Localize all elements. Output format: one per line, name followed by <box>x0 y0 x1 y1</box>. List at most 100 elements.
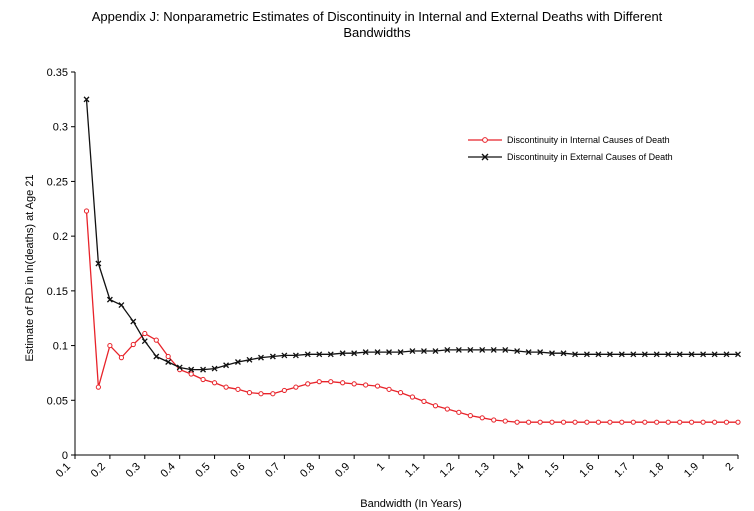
data-point <box>630 351 637 358</box>
data-point <box>618 351 625 358</box>
y-tick-label: 0.25 <box>47 176 68 188</box>
x-tick-label: 1.7 <box>612 461 631 480</box>
y-tick-label: 0.05 <box>47 395 68 407</box>
data-point <box>642 419 648 425</box>
x-tick-label: 1.6 <box>577 461 596 480</box>
data-point <box>467 413 473 419</box>
data-point <box>537 419 543 425</box>
data-point <box>153 337 159 343</box>
data-point <box>526 419 532 425</box>
data-point <box>444 346 451 353</box>
data-point <box>106 296 113 303</box>
series-layer <box>83 96 741 425</box>
y-axis-label: Estimate of RD in ln(deaths) at Age 21 <box>24 174 36 361</box>
data-point <box>420 348 427 355</box>
data-point <box>479 346 486 353</box>
data-point <box>188 371 194 377</box>
data-point <box>305 381 311 387</box>
x-tick-label: 0.9 <box>333 461 352 480</box>
chart-title-line2: Bandwidths <box>343 25 411 40</box>
data-point <box>83 96 90 103</box>
data-point <box>677 419 683 425</box>
data-point <box>223 362 230 369</box>
data-point <box>712 419 718 425</box>
data-point <box>723 419 730 425</box>
data-point <box>514 348 521 355</box>
data-point <box>281 352 288 359</box>
data-point <box>444 406 450 412</box>
data-point <box>316 379 322 385</box>
x-tick-label: 1.5 <box>542 461 561 480</box>
data-point <box>141 338 148 345</box>
data-point <box>211 380 218 386</box>
data-point <box>374 383 381 389</box>
data-point <box>130 318 137 325</box>
data-point <box>107 342 113 349</box>
data-point <box>630 419 636 425</box>
data-point <box>351 350 358 357</box>
x-tick-label: 0.5 <box>193 461 212 480</box>
data-point <box>246 356 253 363</box>
data-point <box>572 351 579 358</box>
legend-marker-internal <box>482 137 488 143</box>
data-point <box>258 391 264 397</box>
x-axis-label: Bandwidth (In Years) <box>360 498 462 510</box>
data-point <box>723 351 730 358</box>
data-point <box>118 302 125 309</box>
data-point <box>188 366 195 373</box>
data-point <box>246 390 253 396</box>
data-point <box>95 384 101 390</box>
data-point <box>549 419 555 425</box>
data-point <box>270 391 276 397</box>
x-tick-label: 1.4 <box>507 461 526 480</box>
data-point <box>537 349 544 356</box>
legend-label-internal: Discontinuity in Internal Causes of Deat… <box>507 135 670 145</box>
data-point <box>525 349 532 356</box>
data-point <box>200 376 206 383</box>
data-point <box>293 384 299 390</box>
y-tick-label: 0.15 <box>47 286 68 298</box>
data-point <box>514 419 520 425</box>
y-tick-label: 0.1 <box>53 341 68 353</box>
series-line <box>85 210 738 423</box>
x-tick-label: 1.3 <box>473 461 492 480</box>
data-point <box>269 353 276 360</box>
x-tick-label: 1.2 <box>438 461 457 480</box>
data-point <box>735 351 741 358</box>
data-point <box>502 418 508 424</box>
data-point <box>409 348 416 355</box>
data-point <box>95 260 102 267</box>
data-point <box>432 348 439 355</box>
series-internal <box>83 208 741 425</box>
data-point <box>665 419 671 425</box>
data-point <box>502 346 509 353</box>
data-point <box>491 417 497 423</box>
data-point <box>735 419 741 425</box>
data-point <box>397 390 404 396</box>
data-point <box>142 330 148 337</box>
data-point <box>328 379 334 385</box>
data-point <box>479 415 485 421</box>
data-point <box>165 353 171 360</box>
data-point <box>572 419 578 425</box>
data-point <box>292 352 299 359</box>
data-point <box>619 419 625 425</box>
data-point <box>234 359 241 365</box>
data-point <box>351 381 357 387</box>
data-point <box>549 350 555 357</box>
data-point <box>386 386 392 392</box>
data-point <box>409 394 416 400</box>
plot-area: 0 0.05 0.1 0.15 0.2 0.25 0.3 0.35 0.1 0.2 0.3 0.4 0.… <box>47 67 739 480</box>
data-point <box>339 350 346 357</box>
data-point <box>235 386 241 392</box>
legend-marker-external <box>481 153 489 161</box>
data-point <box>432 403 439 409</box>
data-point <box>700 351 707 358</box>
data-point <box>700 419 706 425</box>
data-point <box>653 351 660 358</box>
data-point <box>688 351 695 358</box>
x-tick-label: 1.8 <box>647 461 666 480</box>
x-tick-label: 0.1 <box>54 461 73 480</box>
legend-label-external: Discontinuity in External Causes of Deat… <box>507 152 673 162</box>
